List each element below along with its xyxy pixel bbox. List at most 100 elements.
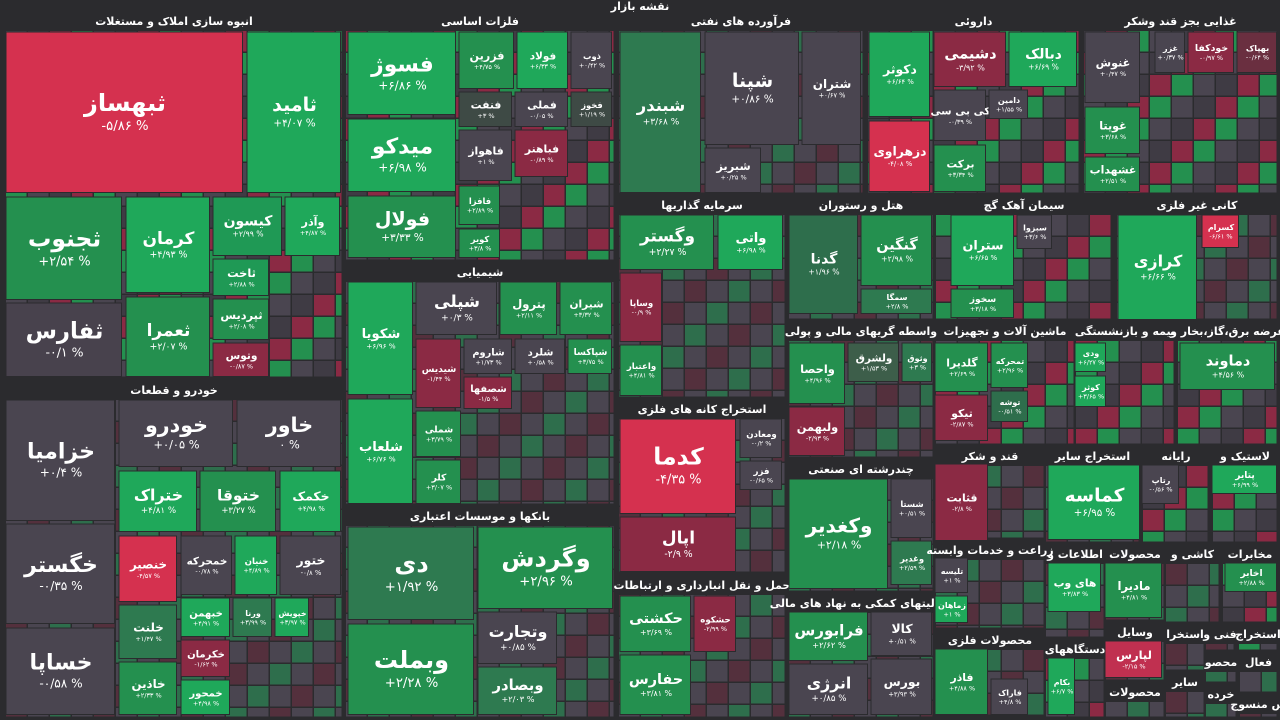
filler-tile (751, 281, 772, 302)
filler-tile (789, 589, 810, 591)
filler-tile (1090, 281, 1111, 302)
stock-symbol: ولبهمن (797, 420, 838, 434)
stock-tile (279, 470, 341, 532)
filler-tile (1267, 608, 1277, 622)
filler-tile (1200, 385, 1221, 406)
filler-tile (877, 385, 898, 406)
filler-tile (980, 626, 1001, 628)
filler-tile (1142, 407, 1163, 428)
filler-tile (544, 370, 565, 391)
stock-change: +۰/۸۵ % (500, 643, 536, 653)
filler-tile (566, 370, 587, 391)
filler-tile (751, 529, 772, 550)
stock-tile (990, 390, 1028, 422)
filler-tile (773, 661, 785, 682)
filler-tile (773, 507, 785, 528)
stock-tile (5, 196, 122, 300)
filler-tile (1090, 303, 1111, 319)
stock-symbol: خگستر (23, 551, 98, 578)
sector-title: فلزات اساسی (441, 15, 519, 28)
stock-change: +۶/۲۷ % (1078, 358, 1104, 366)
filler-tile (566, 392, 587, 413)
filler-tile (1120, 341, 1141, 362)
filler-tile (1210, 586, 1219, 607)
stock-tile (118, 535, 177, 602)
stock-tile (463, 376, 512, 409)
filler-tile (248, 664, 269, 685)
sector-title: زراعت و خدمات وابسته (926, 544, 1053, 557)
filler-tile (1066, 163, 1079, 184)
filler-tile (478, 480, 499, 501)
filler-tile (610, 436, 614, 457)
filler-tile (1000, 185, 1021, 193)
filler-tile (921, 407, 933, 428)
filler-tile (1178, 407, 1199, 428)
stock-change: +۱/۹۲ % (385, 580, 438, 595)
filler-tile (663, 391, 684, 397)
stock-change: -۰/۳۵ % (39, 579, 82, 593)
filler-tile (773, 485, 785, 506)
filler-tile (921, 589, 933, 591)
filler-tile (899, 385, 920, 406)
stock-change: +۳/۸۱ % (640, 689, 673, 698)
stock-tile (477, 666, 557, 715)
filler-tile (1046, 303, 1067, 319)
stock-change: +۲/۹۶ % (997, 366, 1023, 374)
filler-tile (522, 436, 543, 457)
stock-change: +۳/۳۳ % (381, 232, 424, 244)
stock-change: -۴/۳۵ % (656, 472, 702, 487)
filler-tile (1249, 215, 1270, 236)
stock-tile (739, 418, 782, 458)
filler-tile (1188, 564, 1209, 585)
stock-tile (212, 196, 282, 256)
stock-symbol: غویتا (1099, 119, 1127, 132)
filler-tile (292, 251, 313, 272)
filler-tile (861, 97, 863, 118)
stock-change: -۰/۸۷ % (230, 362, 253, 370)
stock-symbol: اخابر (1239, 569, 1262, 579)
filler-tile (1142, 385, 1163, 406)
filler-tile (248, 686, 269, 707)
filler-tile (1222, 385, 1243, 406)
stock-symbol: فاذر (950, 671, 974, 684)
filler-tile (292, 273, 313, 294)
sector-title: شیمیایی (457, 266, 504, 279)
stock-symbol: ثفارس (26, 318, 104, 344)
stock-symbol: کوثر (1081, 383, 1100, 392)
filler-tile (1090, 237, 1111, 258)
filler-tile (456, 480, 477, 501)
filler-tile (1024, 341, 1045, 362)
stock-symbol: دکوثر (882, 62, 917, 77)
filler-tile (1024, 694, 1044, 715)
filler-tile (1120, 407, 1141, 428)
stock-change: +۶/۶۹ % (1028, 63, 1059, 72)
filler-tile (610, 614, 614, 635)
stock-symbol: سخوز (969, 295, 996, 305)
filler-tile (1090, 215, 1111, 236)
filler-tile (899, 451, 920, 457)
sector-title: فنی و (1202, 628, 1237, 641)
stock-symbol: خنصیر (129, 557, 167, 572)
filler-tile (1262, 714, 1277, 717)
stock-change: -۰/۲ % (752, 440, 772, 448)
stock-symbol: شلرد (528, 347, 554, 358)
filler-tile (1235, 510, 1256, 531)
filler-tile (500, 229, 521, 250)
filler-tile (1187, 532, 1208, 542)
filler-tile (336, 642, 342, 663)
filler-tile (1068, 363, 1074, 384)
filler-tile (610, 229, 614, 250)
stock-change: +۴/۹۱ % (193, 620, 219, 628)
filler-tile (544, 502, 565, 504)
sector-title: محصو (1204, 656, 1237, 669)
stock-change: +۳/۸ % (469, 245, 492, 253)
stock-change: +۰/۵۱ % (899, 510, 925, 518)
filler-tile (1260, 185, 1277, 193)
filler-tile (1046, 385, 1067, 406)
filler-tile (544, 251, 565, 260)
stock-tile (1211, 464, 1277, 494)
stock-tile (788, 478, 888, 589)
filler-tile (1257, 532, 1277, 542)
filler-tile (1090, 608, 1104, 629)
filler-tile (729, 661, 750, 682)
